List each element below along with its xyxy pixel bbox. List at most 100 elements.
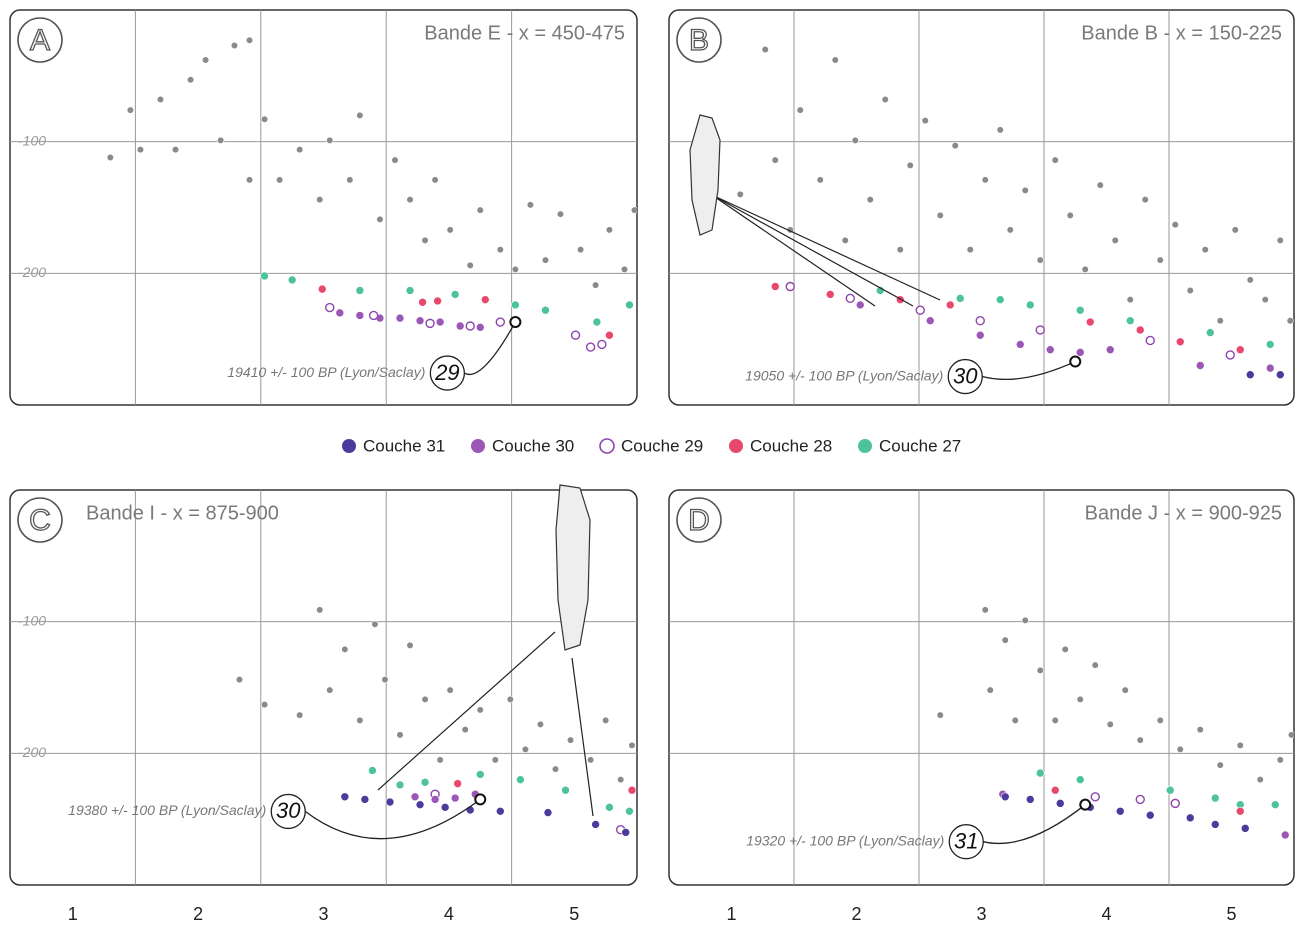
data-point [1075, 775, 1085, 784]
data-point [1090, 792, 1100, 802]
data-point [592, 317, 602, 327]
data-point [276, 176, 284, 184]
x-tick-label: 2 [851, 904, 861, 924]
data-point [576, 246, 585, 254]
data-point [1066, 211, 1074, 219]
panel-title: Bande B - x = 150-225 [1081, 22, 1282, 44]
data-point [1210, 793, 1220, 803]
data-point [966, 246, 974, 254]
artifact-link [711, 194, 914, 307]
data-point [621, 828, 631, 837]
data-point [341, 645, 349, 653]
data-point [955, 294, 965, 303]
data-point [415, 800, 425, 809]
points [235, 606, 637, 837]
dated-label: 19410 +/- 100 BP (Lyon/Saclay) [227, 364, 425, 380]
data-point [1055, 799, 1065, 808]
panel-letter-ring [676, 497, 722, 543]
dated-point [1069, 355, 1082, 368]
data-point [465, 321, 475, 331]
dated-label: 19320 +/- 100 BP (Lyon/Saclay) [746, 832, 944, 848]
data-point [1287, 731, 1294, 739]
dated-number-ring [948, 824, 984, 860]
artifact-link [711, 194, 876, 307]
data-point [506, 695, 514, 703]
data-point [511, 300, 520, 310]
data-point [1076, 695, 1084, 703]
data-point [1165, 785, 1175, 795]
data-point [496, 246, 504, 254]
data-point [405, 286, 415, 295]
data-point [287, 275, 297, 285]
artifact-sketch [689, 114, 941, 307]
data-point [355, 311, 365, 320]
data-point [1145, 810, 1155, 820]
data-point [368, 310, 379, 321]
data-point [1276, 756, 1284, 764]
data-point [566, 736, 575, 744]
data-point [1085, 317, 1095, 327]
data-point [602, 716, 610, 725]
data-point [466, 261, 474, 270]
data-point [1216, 317, 1224, 325]
data-point [1276, 236, 1284, 245]
data-point [1051, 156, 1059, 164]
data-point [1135, 325, 1145, 335]
data-point [511, 265, 519, 273]
legend-label: Couche 28 [750, 436, 832, 455]
data-point [260, 115, 269, 123]
legend-label: Couche 27 [879, 436, 961, 455]
data-point [480, 295, 490, 304]
data-point [1261, 296, 1269, 304]
data-point [495, 317, 506, 327]
panel-frame [668, 9, 1295, 406]
data-point [391, 156, 399, 164]
data-point [355, 286, 365, 295]
data-point [1225, 350, 1235, 360]
data-point [996, 126, 1004, 134]
data-point [1001, 636, 1009, 644]
data-point [851, 136, 859, 144]
data-point [381, 675, 389, 684]
data-point [453, 779, 462, 788]
leader-curve [304, 798, 481, 840]
data-point [1011, 716, 1019, 725]
data-point [597, 339, 607, 350]
data-point [1210, 820, 1220, 829]
dated-point [1079, 798, 1092, 811]
panel-title: Bande J - x = 900-925 [1085, 502, 1282, 524]
data-point [446, 226, 454, 234]
x-tick-label: 1 [726, 904, 736, 924]
data-point [326, 136, 334, 144]
data-point [521, 745, 529, 753]
data-point [1216, 761, 1224, 769]
data-point [1286, 317, 1294, 325]
data-point [627, 785, 637, 795]
data-point [1145, 335, 1155, 346]
data-point [896, 246, 904, 254]
data-point [770, 282, 780, 291]
data-point [1275, 370, 1285, 380]
points [936, 606, 1294, 840]
panel-letter-ring [17, 497, 63, 543]
data-point [1196, 726, 1204, 734]
data-point [455, 321, 465, 331]
legend-label: Couche 30 [492, 436, 574, 455]
data-point [368, 766, 377, 775]
data-point [771, 156, 779, 164]
data-point [936, 211, 944, 219]
data-point [536, 720, 545, 728]
data-point [1245, 370, 1255, 380]
legend-marker [858, 439, 872, 453]
data-point [570, 330, 581, 340]
data-point [156, 95, 165, 104]
dated-point [474, 793, 487, 806]
dated-number-ring [947, 358, 983, 395]
data-point [385, 797, 395, 807]
data-point [591, 820, 600, 829]
data-point [446, 686, 454, 694]
data-point [1045, 345, 1055, 355]
data-point [356, 716, 364, 725]
data-point [421, 236, 429, 245]
data-point [1035, 768, 1045, 778]
